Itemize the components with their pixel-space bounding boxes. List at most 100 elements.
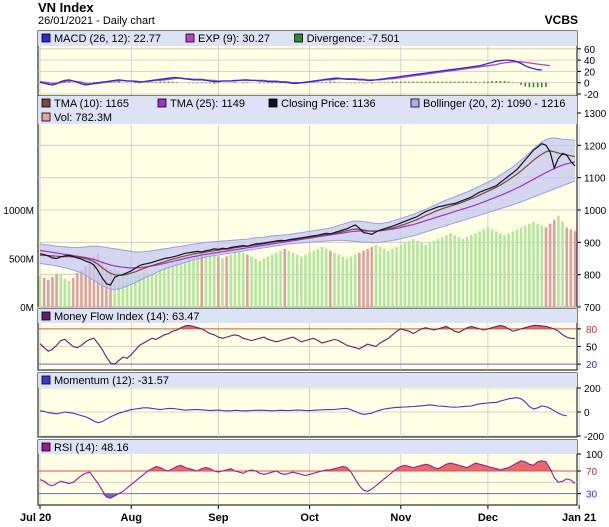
legend-swatch <box>41 112 51 122</box>
volume-bar <box>275 252 278 307</box>
volume-bar <box>55 274 58 307</box>
volume-bar <box>399 244 403 307</box>
volume-bar <box>283 248 286 307</box>
price-y-label: 1000 <box>584 206 607 217</box>
x-axis-label: Oct <box>300 512 319 524</box>
legend-label: RSI (14): 48.16 <box>54 442 129 454</box>
price-y-label: 1200 <box>584 141 607 152</box>
legend-label: Money Flow Index (14): 63.47 <box>54 311 200 323</box>
volume-bar <box>370 246 374 307</box>
legend-swatch <box>41 442 51 452</box>
price-y-label: 1100 <box>584 174 606 185</box>
bollinger-band <box>40 137 575 290</box>
momentum-y-label: 200 <box>584 384 601 395</box>
volume-bar <box>523 225 527 307</box>
volume-bar <box>561 221 564 307</box>
volume-bar <box>246 254 249 307</box>
macd-y-label: 60 <box>584 45 596 56</box>
volume-bar <box>573 231 577 307</box>
volume-bar <box>333 252 336 307</box>
volume-bar <box>287 250 291 307</box>
volume-bar <box>262 258 266 307</box>
volume-bar <box>76 273 79 307</box>
volume-bar <box>158 270 162 307</box>
volume-bar <box>432 241 436 307</box>
volume-bar <box>258 260 262 307</box>
volume-bar <box>316 248 320 307</box>
volume-bar <box>449 233 452 307</box>
chart-title: VN Index <box>38 0 94 15</box>
volume-bar <box>387 250 390 307</box>
legend-swatch <box>41 375 51 385</box>
volume-bar <box>482 229 486 307</box>
volume-bar <box>382 248 386 307</box>
volume-bar <box>532 221 535 307</box>
volume-bar <box>233 252 237 307</box>
volume-bar <box>295 254 299 307</box>
volume-bar <box>436 239 440 307</box>
volume-bar <box>353 254 357 307</box>
bollinger-lower <box>39 180 576 291</box>
momentum-line <box>39 397 567 424</box>
volume-bar <box>507 233 510 307</box>
volume-bar <box>358 252 361 307</box>
volume-bar <box>329 250 332 307</box>
volume-bar <box>200 252 204 307</box>
volume-bar <box>552 219 556 307</box>
volume-bar <box>212 254 216 307</box>
legend-label: Bollinger (20, 2): 1090 - 1216 <box>423 98 565 110</box>
volume-bar <box>445 235 448 307</box>
volume-bar <box>515 229 519 307</box>
volume-bar <box>312 250 316 307</box>
volume-bar <box>366 248 369 307</box>
macd-y-label: 0 <box>584 79 590 90</box>
volume-bar <box>179 261 183 307</box>
volume-bar <box>150 274 154 307</box>
volume-bar <box>494 231 498 307</box>
rsi-y-label: 100 <box>586 450 603 461</box>
volume-bar <box>345 258 349 307</box>
volume-bar <box>129 274 133 307</box>
legend-label: TMA (10): 1165 <box>54 98 129 110</box>
macd-y-label: -20 <box>584 90 599 101</box>
volume-bar <box>80 270 83 307</box>
volume-bar <box>67 280 71 307</box>
volume-bar <box>474 233 477 307</box>
volume-bar <box>465 237 469 307</box>
volume-bar <box>183 262 187 307</box>
volume-bar <box>171 262 175 307</box>
volume-bar <box>424 244 427 307</box>
volume-bar <box>42 277 46 307</box>
volume-bar <box>38 275 42 307</box>
volume-y-label: 0M <box>20 303 34 314</box>
volume-bar <box>299 256 303 307</box>
mfi-line <box>39 324 576 365</box>
volume-bar <box>63 278 67 307</box>
legend-bar <box>38 309 577 323</box>
broker-label: VCBS <box>544 13 578 27</box>
bollinger-upper <box>39 137 576 253</box>
volume-bar <box>225 256 228 307</box>
price-y-label: 900 <box>584 238 601 249</box>
volume-bar <box>208 252 212 307</box>
volume-bar <box>503 235 506 307</box>
volume-bar <box>569 229 573 307</box>
chart-subtitle: 26/01/2021 - Daily chart <box>38 15 155 27</box>
volume-bar <box>204 250 208 307</box>
tma25-line <box>39 161 576 269</box>
volume-bar <box>440 237 444 307</box>
volume-bar <box>175 260 179 307</box>
volume-bar <box>71 277 75 307</box>
price-y-label: 700 <box>584 303 601 314</box>
volume-bar <box>146 273 150 307</box>
price-y-label: 800 <box>584 271 601 282</box>
volume-bar <box>241 252 245 307</box>
volume-bar <box>536 223 539 307</box>
legend-bar <box>38 31 577 46</box>
legend-label: Momentum (12): -31.57 <box>54 375 169 387</box>
mfi-y-label: 20 <box>586 360 598 371</box>
volume-bar <box>470 235 473 307</box>
legend-label: Divergence: -7.501 <box>307 33 400 45</box>
legend-bar <box>38 96 577 124</box>
